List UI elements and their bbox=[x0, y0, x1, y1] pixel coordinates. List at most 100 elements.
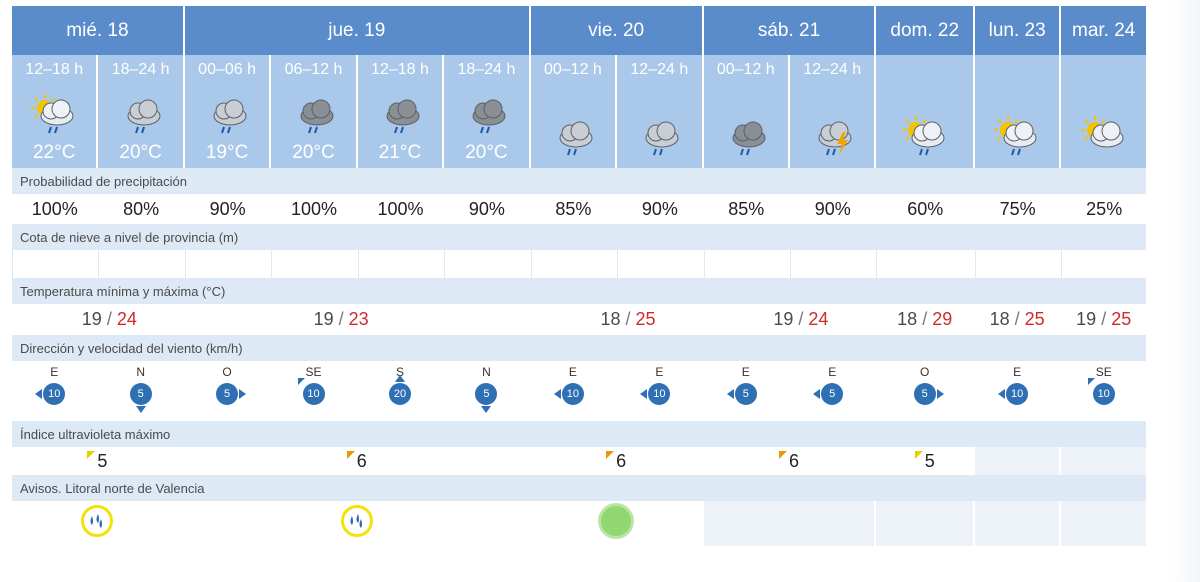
precip-value: 100% bbox=[12, 194, 97, 224]
slot-temperature: 20°C bbox=[465, 142, 508, 163]
slot-temperature-cell bbox=[876, 89, 973, 168]
wind-speed-icon: 20 bbox=[388, 375, 411, 405]
wind-speed: 5 bbox=[829, 388, 836, 400]
wind-speed-icon: 5 bbox=[813, 383, 844, 405]
slot-temperature-cell bbox=[974, 89, 1060, 168]
aviso-cell[interactable] bbox=[530, 501, 702, 546]
day-header-row: mié. 18 jue. 19 vie. 20 sáb. 21 dom. 22 lun. … bbox=[12, 6, 1146, 55]
dark-cloud-rain-icon bbox=[704, 114, 788, 164]
wind-arrow-icon bbox=[35, 389, 43, 399]
temperature-separator: / bbox=[620, 309, 636, 329]
precip-value: 100% bbox=[357, 194, 443, 224]
wind-direction: O bbox=[920, 365, 930, 379]
time-slot-cell[interactable]: 18–24 h bbox=[444, 55, 529, 89]
uv-value: 6 bbox=[616, 450, 627, 471]
cloud-rain-icon bbox=[98, 92, 182, 142]
time-slot-cell[interactable]: 12–24 h bbox=[617, 55, 702, 89]
minmax-cell: 19 / 24 bbox=[12, 304, 183, 335]
slot-temperature-row: 22°C 20°C 19°C 20°C 21°C 20°C bbox=[12, 89, 1146, 168]
time-slot-label: 12–18 h bbox=[371, 61, 429, 78]
time-slot-cell[interactable]: 12–18 h bbox=[357, 55, 443, 89]
yellow-rain-warning-icon[interactable] bbox=[81, 505, 114, 537]
dark-cloud-rain-icon bbox=[444, 92, 528, 142]
day-header[interactable]: sáb. 21 bbox=[703, 6, 875, 55]
uv-cell: 5 bbox=[876, 447, 973, 475]
wind-speed: 5 bbox=[921, 388, 928, 400]
avisos-label: Avisos. Litoral norte de Valencia bbox=[12, 475, 1146, 501]
wind-direction: E bbox=[828, 365, 837, 379]
time-slot-cell[interactable] bbox=[876, 55, 973, 89]
yellow-rain-warning-icon[interactable] bbox=[340, 505, 373, 537]
uv-value: 6 bbox=[356, 450, 367, 471]
aviso-cell[interactable] bbox=[12, 501, 183, 546]
min-temperature: 18 bbox=[600, 309, 621, 329]
time-slot-cell[interactable] bbox=[974, 55, 1060, 89]
aviso-cell bbox=[974, 501, 1060, 546]
wind-direction: N bbox=[482, 365, 491, 379]
day-header[interactable]: lun. 23 bbox=[974, 6, 1060, 55]
time-slot-row: 12–18 h 18–24 h 00–06 h 06–12 h 12–18 h 18–24… bbox=[12, 55, 1146, 89]
wind-direction: SE bbox=[305, 365, 322, 379]
snow-value bbox=[790, 250, 875, 278]
time-slot-cell[interactable]: 00–12 h bbox=[703, 55, 788, 89]
precip-value: 90% bbox=[617, 194, 702, 224]
precip-label-row: Probabilidad de precipitación bbox=[12, 168, 1146, 194]
time-slot-cell[interactable]: 00–06 h bbox=[184, 55, 270, 89]
wind-speed-icon: 10 bbox=[640, 383, 671, 405]
min-temperature: 19 bbox=[1076, 309, 1097, 329]
time-slot-cell[interactable]: 12–18 h bbox=[12, 55, 97, 89]
aviso-cell[interactable] bbox=[184, 501, 529, 546]
day-header[interactable]: dom. 22 bbox=[876, 6, 973, 55]
aviso-cell bbox=[1061, 501, 1146, 546]
uv-flag-icon bbox=[606, 450, 615, 459]
green-no-warning-icon[interactable] bbox=[598, 503, 635, 539]
snow-value bbox=[98, 250, 183, 278]
wind-arrow-icon bbox=[1087, 378, 1095, 385]
time-slot-label: 12–24 h bbox=[630, 61, 689, 78]
time-slot-label: 00–12 h bbox=[543, 61, 602, 78]
time-slot-cell[interactable]: 18–24 h bbox=[98, 55, 183, 89]
slot-temperature: 21°C bbox=[378, 142, 422, 163]
avisos-label-row: Avisos. Litoral norte de Valencia bbox=[12, 475, 1146, 501]
max-temperature: 25 bbox=[1111, 309, 1132, 329]
uv-label-row: Índice ultravioleta máximo bbox=[12, 421, 1146, 447]
minmax-cell: 18 / 29 bbox=[876, 304, 973, 335]
precip-value: 90% bbox=[444, 194, 529, 224]
slot-temperature-cell bbox=[1061, 89, 1146, 168]
snow-value bbox=[12, 250, 97, 278]
uv-flag-icon bbox=[914, 450, 923, 459]
slot-temperature-cell: 20°C bbox=[98, 89, 183, 168]
time-slot-cell[interactable] bbox=[1061, 55, 1146, 89]
time-slot-label: 18–24 h bbox=[457, 61, 516, 78]
temperature-separator: / bbox=[1009, 309, 1025, 329]
wind-speed: 10 bbox=[1011, 388, 1024, 400]
wind-speed-icon: 10 bbox=[35, 383, 66, 405]
aviso-cell bbox=[703, 501, 875, 546]
storm-icon bbox=[790, 114, 874, 164]
temperature-separator: / bbox=[101, 309, 117, 329]
snow-value bbox=[271, 250, 356, 278]
slot-temperature: 20°C bbox=[292, 142, 335, 163]
wind-speed: 10 bbox=[1097, 388, 1110, 400]
uv-cell bbox=[974, 447, 1060, 475]
day-header[interactable]: mié. 18 bbox=[12, 6, 183, 55]
time-slot-cell[interactable]: 12–24 h bbox=[790, 55, 875, 89]
page-edge-decoration bbox=[1168, 0, 1200, 582]
day-header[interactable]: mar. 24 bbox=[1061, 6, 1146, 55]
precip-value: 60% bbox=[876, 194, 973, 224]
wind-direction: N bbox=[136, 365, 145, 379]
minmax-row: 19 / 24 19 / 23 18 / 25 19 / 24 18 / 29 18 / … bbox=[12, 304, 1146, 335]
time-slot-cell[interactable]: 00–12 h bbox=[530, 55, 616, 89]
day-header[interactable]: jue. 19 bbox=[184, 6, 529, 55]
time-slot-cell[interactable]: 06–12 h bbox=[271, 55, 356, 89]
snow-label: Cota de nieve a nivel de provincia (m) bbox=[12, 224, 1146, 250]
time-slot-label: 12–18 h bbox=[25, 61, 84, 78]
wind-speed-icon: 5 bbox=[129, 383, 152, 413]
snow-value bbox=[530, 250, 616, 278]
snow-value bbox=[444, 250, 529, 278]
wind-speed: 5 bbox=[224, 388, 231, 400]
slot-temperature: 22°C bbox=[32, 142, 76, 163]
slot-temperature-cell: 21°C bbox=[357, 89, 443, 168]
day-header[interactable]: vie. 20 bbox=[530, 6, 702, 55]
